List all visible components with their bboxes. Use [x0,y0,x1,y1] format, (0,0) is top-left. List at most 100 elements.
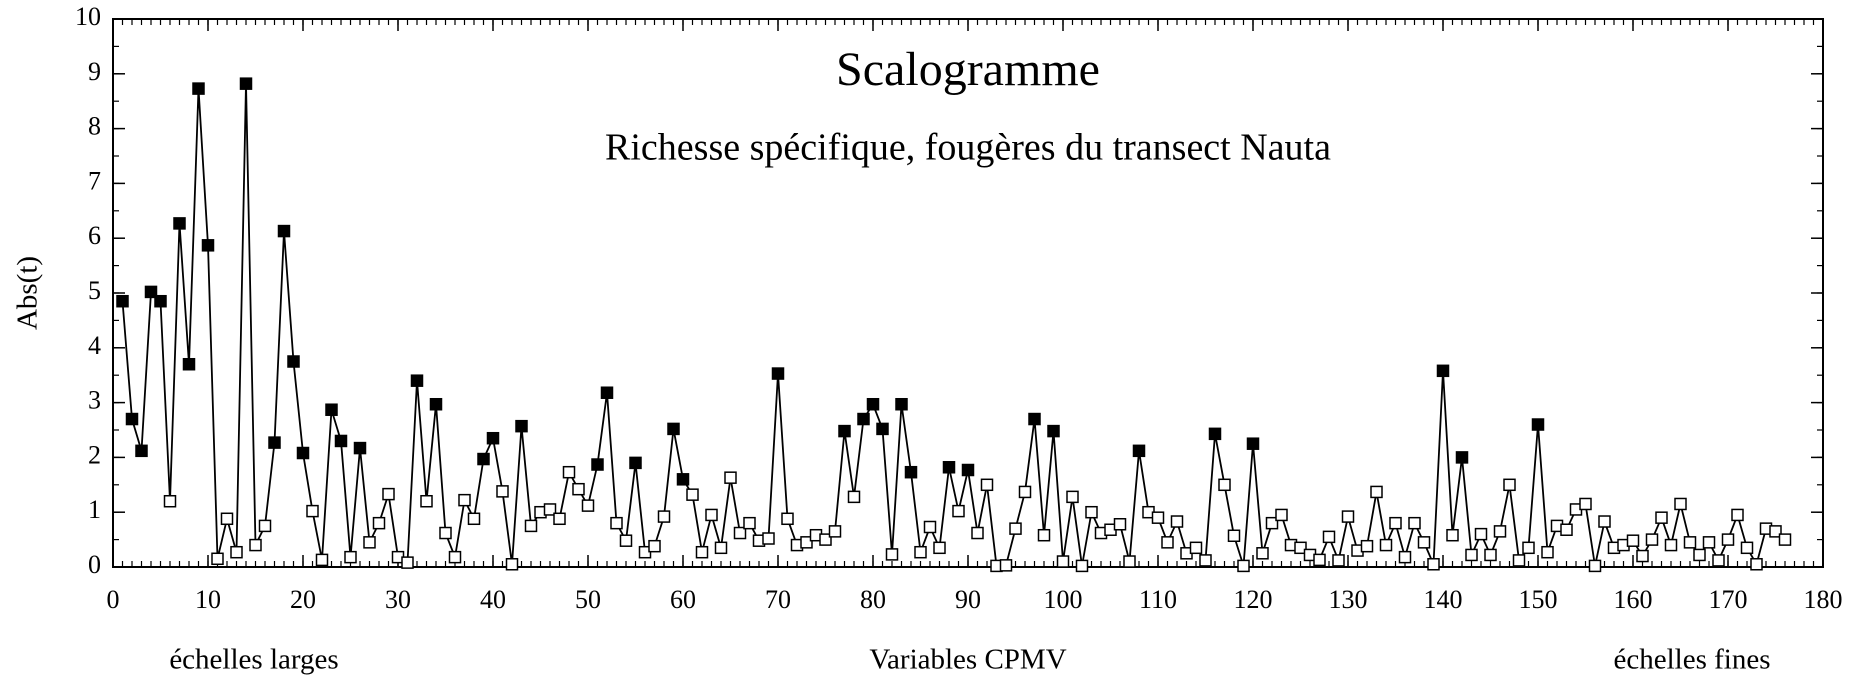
data-point [686,488,699,501]
data-point [1341,510,1355,523]
data-point [230,545,243,559]
data-point [192,82,205,95]
data-point [1408,516,1421,530]
data-point [1294,541,1307,555]
data-point [344,550,357,564]
data-point [781,512,794,526]
data-point [733,526,747,540]
data-point [154,294,167,308]
data-point [1208,427,1222,441]
data-point [173,217,186,230]
data-point [1702,536,1716,549]
data-point [249,538,262,552]
data-point [315,553,329,567]
data-point [1721,533,1735,546]
y-tick-label: 1 [88,495,101,524]
data-point [1436,364,1450,378]
data-point [458,493,471,507]
x-tick-label: 20 [290,585,316,614]
data-point [515,419,528,433]
data-point [676,473,690,486]
data-point [695,545,709,559]
data-point [1085,505,1098,519]
y-tick-label: 7 [88,166,101,195]
data-point [581,499,595,512]
data-point [1379,538,1393,552]
data-point [1474,527,1488,541]
data-point [895,397,908,411]
data-point [287,355,300,368]
data-point [1028,412,1041,426]
x-tick-label: 40 [480,585,506,614]
data-point [999,559,1013,572]
data-point [467,512,481,526]
data-point [135,444,148,458]
data-point [420,494,433,508]
data-point [1132,444,1146,458]
data-point [762,532,775,545]
data-point [325,403,338,416]
data-point [543,503,557,516]
data-point [980,478,994,492]
data-point [1113,518,1127,531]
data-point [1066,490,1079,504]
data-point [1123,555,1136,568]
y-tick-label: 5 [88,276,101,305]
x-tick-label: 160 [1614,585,1653,614]
x-tick-label: 90 [955,585,981,614]
x-tick-label: 120 [1234,585,1273,614]
data-point [800,536,813,549]
data-point [705,508,718,522]
data-point [1398,550,1412,564]
x-axis-label: Variables CPMV [869,644,1066,676]
data-point [144,285,158,299]
data-point [1693,548,1706,562]
data-point [1493,525,1507,538]
data-point [401,556,414,569]
data-point [363,536,376,549]
data-point [1579,497,1592,511]
data-point [1360,539,1374,553]
data-point [819,533,832,546]
x-tick-label: 170 [1709,585,1748,614]
annotation: échelles larges [169,644,338,676]
data-point [1484,548,1497,562]
x-tick-label: 110 [1139,585,1177,614]
x-tick-label: 100 [1044,585,1083,614]
data-point [743,516,756,530]
data-point [1009,522,1022,535]
x-tick-label: 130 [1329,585,1368,614]
data-point [1683,536,1697,549]
data-point [1740,541,1754,555]
x-tick-label: 10 [195,585,221,614]
data-point [524,519,538,533]
data-point [1322,530,1336,544]
y-tick-label: 0 [88,550,101,579]
data-point [268,436,281,449]
data-point [1075,559,1089,573]
data-point [1237,559,1250,573]
data-point [857,412,870,426]
data-point [1598,515,1611,528]
data-point [353,441,367,455]
data-point [1541,545,1554,559]
data-point [876,422,889,436]
data-point [572,482,585,496]
data-point [1199,554,1212,567]
data-point [1731,508,1744,522]
data-point [1265,516,1279,530]
data-point [961,463,975,477]
data-point [923,520,937,534]
y-tick-label: 8 [88,112,101,141]
data-point [904,465,918,479]
data-point [1446,528,1459,542]
data-point [1712,554,1725,567]
data-point [1218,478,1231,492]
data-point [885,548,899,561]
data-point [1047,424,1060,438]
data-point [220,512,234,526]
data-point [258,519,272,533]
data-point [1018,485,1032,499]
y-tick-label: 9 [88,57,101,86]
plot-frame [112,18,1824,568]
